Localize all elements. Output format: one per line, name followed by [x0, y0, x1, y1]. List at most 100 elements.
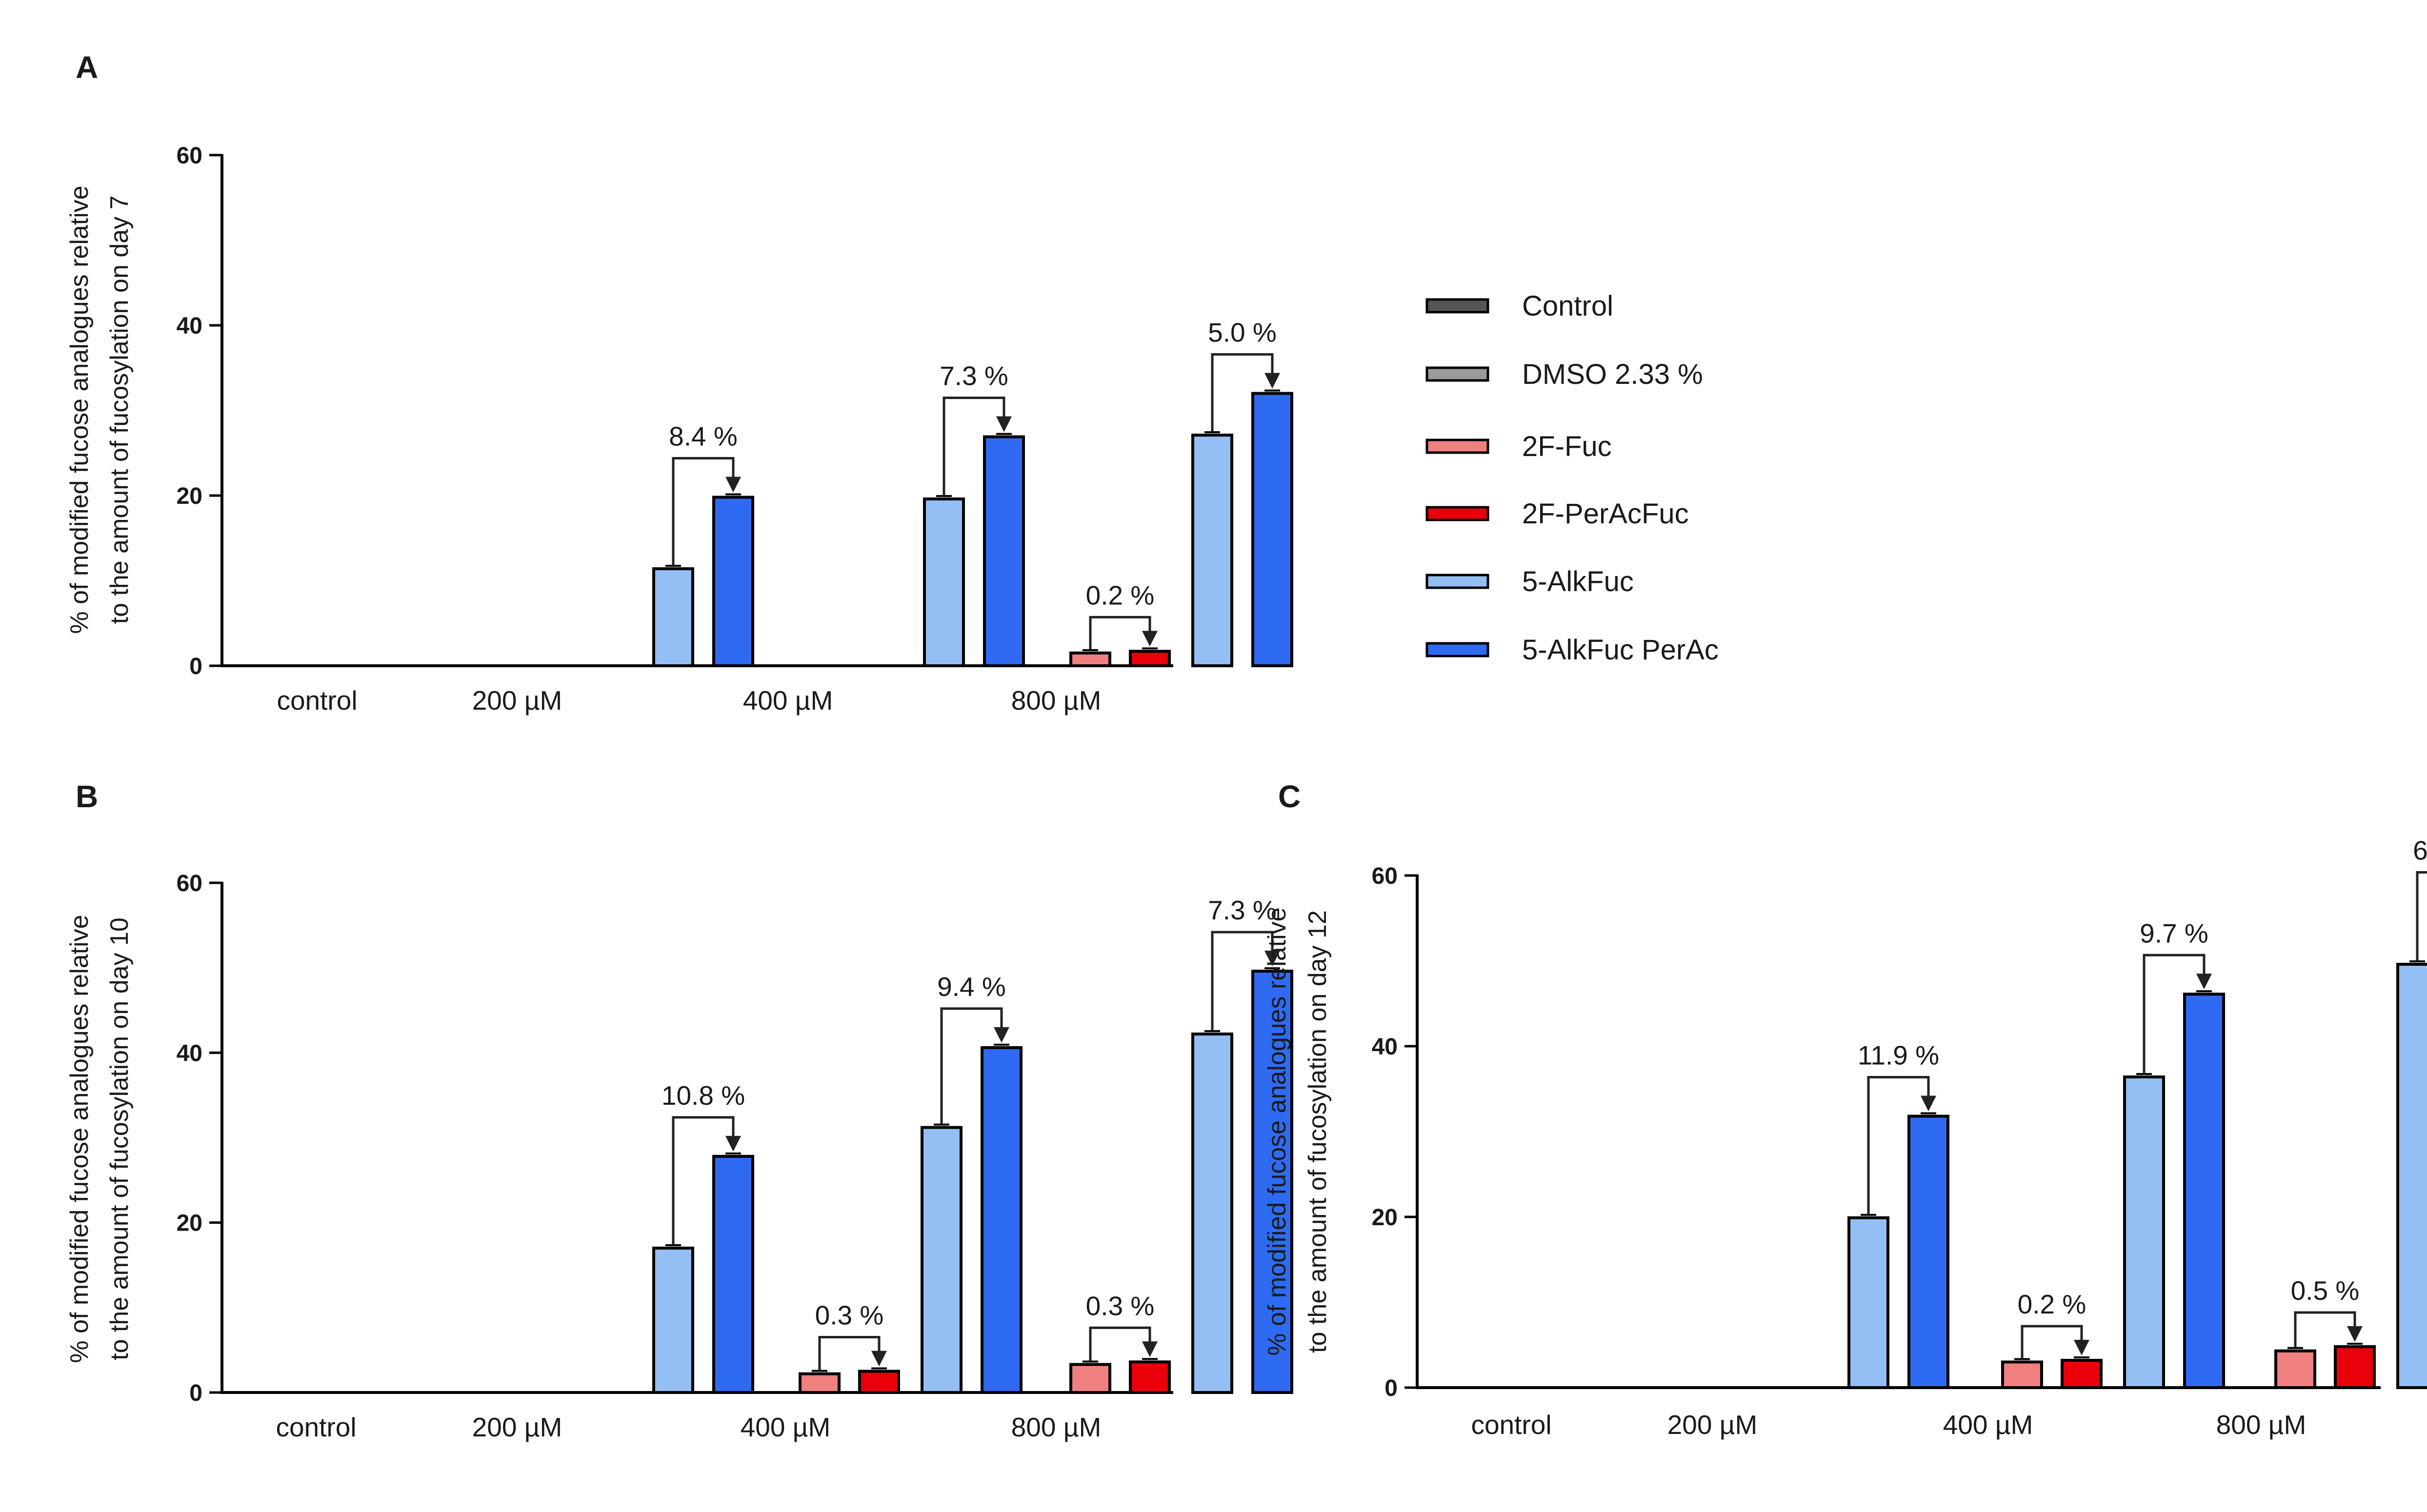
panel-c-bar-2f-fuc-400-um	[2001, 1360, 2043, 1389]
panel-a-annotation-200-um-alkfuc-bracket	[672, 457, 735, 565]
panel-c-annotation-400-um-alkfuc-bracket	[2143, 954, 2206, 1073]
panel-c-letter: C	[1278, 779, 1301, 814]
panel-b-bar-2f-fuc-400-um	[799, 1372, 841, 1394]
panel-a-annotation-800-um-alkfuc-label: 5.0 %	[1208, 318, 1277, 348]
panel-b-bar-2f-fuc-800-um	[1069, 1363, 1111, 1394]
panel-a-annotation-200-um-alkfuc-arrowhead	[725, 477, 741, 493]
panel-b-x-tick-label-200-um: 200 µM	[472, 1412, 562, 1442]
panel-b-annotation-200-um-alkfuc-arrowhead	[725, 1135, 741, 1152]
panel-c-y-tick-label-20: 20	[1372, 1205, 1398, 1231]
panel-b-annotation-800-um-alkfuc-label: 7.3 %	[1208, 895, 1277, 925]
panel-c-annotation-800-um-2f-bracket	[2294, 1311, 2356, 1347]
panel-a-bar-5-alkfuc-800-um	[1191, 434, 1233, 667]
panel-a-annotation-400-um-alkfuc-label: 7.3 %	[940, 361, 1008, 391]
panel-b-annotation-800-um-2f-arrowhead	[1142, 1341, 1158, 1357]
panel-b: B 0 20 40 60 % of modified fucose analogues …	[65, 779, 1293, 1442]
legend-label-dmso-2-33: DMSO 2.33 %	[1522, 358, 1703, 390]
panel-a-x-tick-label-800-um: 800 µM	[1011, 685, 1102, 716]
panel-a-y-axis-label-line1: % of modified fucose analogues relative	[65, 185, 94, 634]
legend-swatch-2f-fuc	[1425, 438, 1489, 454]
panel-b-annotation-800-um-alkfuc-arrowhead	[1264, 951, 1280, 967]
panel-c-annotation-800-um-alkfuc-label: 6.2 %	[2413, 836, 2427, 866]
panel-c-annotation-800-um-2f-label: 0.5 %	[2291, 1275, 2360, 1306]
panel-a-bar-5-alkfuc-perac-400-um	[983, 435, 1025, 667]
panel-b-bar-2f-peracfuc-400-um	[858, 1370, 900, 1394]
panel-a-bar-5-alkfuc-400-um	[923, 497, 965, 667]
panel-b-y-axis-label-line1: % of modified fucose analogues relative	[65, 915, 94, 1363]
panel-c-x-tick-label-400-um: 400 µM	[1943, 1410, 2033, 1440]
panel-c-y-tick-label-60: 60	[1372, 863, 1398, 889]
panel-a-annotation-800-um-2f-bracket	[1089, 616, 1151, 649]
panel-b-annotation-400-um-alkfuc-bracket	[940, 1007, 1003, 1124]
panel-b-x-tick-label-800-um: 800 µM	[1011, 1412, 1102, 1442]
panel-a-y-tick-label-40: 40	[177, 313, 202, 339]
panel-c-bar-5-alkfuc-400-um	[2123, 1075, 2165, 1389]
panel-b-bar-5-alkfuc-perac-200-um	[712, 1154, 754, 1394]
panel-c-annotation-800-um-2f-arrowhead	[2347, 1326, 2363, 1342]
panel-c-bar-2f-peracfuc-800-um	[2334, 1345, 2376, 1389]
panel-b-x-tick-label-400-um: 400 µM	[741, 1412, 831, 1442]
legend-swatch-control	[1425, 298, 1489, 314]
panel-c-x-tick-label-200-um: 200 µM	[1667, 1410, 1758, 1440]
panel-b-annotation-200-um-alkfuc-label: 10.8 %	[662, 1080, 745, 1111]
legend-label-2f-fuc: 2F-Fuc	[1522, 431, 1612, 462]
panel-b-y-tick-label-40: 40	[177, 1040, 202, 1066]
panel-b-letter: B	[76, 779, 98, 814]
panel-a-bar-2f-peracfuc-800-um	[1129, 650, 1171, 667]
panel-c: C 0 20 40 60 % of modified fucose analogues …	[1263, 779, 2427, 1440]
panel-b-bar-5-alkfuc-400-um	[921, 1126, 963, 1394]
panel-c-bar-2f-fuc-800-um	[2274, 1349, 2316, 1389]
panel-b-bar-5-alkfuc-800-um	[1191, 1033, 1233, 1394]
panel-b-annotation-400-um-alkfuc-label: 9.4 %	[937, 972, 1006, 1002]
panel-b-annotation-800-um-alkfuc-bracket	[1211, 931, 1274, 1031]
panel-a-x-tick-label-400-um: 400 µM	[743, 685, 833, 716]
panel-b-annotation-400-um-2f-label: 0.3 %	[815, 1300, 884, 1330]
legend-swatch-5-alkfuc	[1425, 574, 1489, 589]
panel-b-y-tick-label-60: 60	[177, 871, 202, 896]
panel-c-x-tick-label-800-um: 800 µM	[2216, 1410, 2307, 1440]
panel-a-letter: A	[76, 50, 98, 85]
panel-b-annotation-200-um-alkfuc-bracket	[672, 1116, 735, 1244]
panel-a-bar-5-alkfuc-perac-800-um	[1251, 392, 1293, 667]
legend-label-5-alkfuc: 5-AlkFuc	[1522, 566, 1634, 597]
panel-a-y-tick-label-0: 0	[189, 654, 202, 679]
panel-a-annotation-800-um-2f-arrowhead	[1142, 631, 1158, 647]
panel-a-bar-5-alkfuc-200-um	[652, 567, 694, 667]
panel-c-x-tick-label-control: control	[1471, 1410, 1551, 1440]
panel-a-y-tick-label-60: 60	[177, 143, 202, 169]
panel-b-annotation-400-um-2f-bracket	[818, 1335, 881, 1370]
panel-b-bar-5-alkfuc-200-um	[652, 1246, 694, 1394]
legend-swatch-dmso-2-33	[1425, 366, 1489, 382]
panel-b-x-tick-label-control: control	[276, 1412, 356, 1442]
panel-c-annotation-200-um-alkfuc-arrowhead	[1921, 1095, 1936, 1112]
panel-a-annotation-400-um-alkfuc-bracket	[943, 397, 1005, 495]
legend-swatch-2f-peracfuc	[1425, 506, 1489, 521]
panel-b-bar-5-alkfuc-perac-400-um	[981, 1046, 1023, 1394]
panel-c-annotation-400-um-alkfuc-label: 9.7 %	[2140, 918, 2208, 948]
panel-a-y-axis-label-line2: to the amount of fucosylation on day 7	[105, 196, 134, 624]
panel-a: A 0 20 40 60 % of modified fucose analogues …	[65, 50, 1293, 716]
panel-c-bar-5-alkfuc-perac-200-um	[1907, 1114, 1949, 1389]
panel-b-bar-5-alkfuc-perac-800-um	[1251, 970, 1293, 1394]
panel-c-annotation-400-um-2f-bracket	[2021, 1325, 2083, 1358]
panel-c-annotation-400-um-alkfuc-arrowhead	[2196, 974, 2212, 990]
panel-a-bar-2f-fuc-800-um	[1069, 651, 1111, 667]
panel-c-annotation-800-um-alkfuc-bracket	[2416, 871, 2427, 960]
panel-a-y-tick-label-20: 20	[177, 483, 202, 509]
panel-b-annotation-800-um-2f-label: 0.3 %	[1086, 1291, 1155, 1321]
panel-b-annotation-400-um-2f-arrowhead	[871, 1351, 887, 1367]
panel-c-y-axis-label-line1: % of modified fucose analogues relative	[1263, 907, 1291, 1355]
legend-label-2f-peracfuc: 2F-PerAcFuc	[1522, 498, 1689, 530]
panel-b-bar-2f-peracfuc-800-um	[1129, 1360, 1171, 1394]
panel-b-y-tick-label-0: 0	[189, 1380, 202, 1406]
panel-a-x-tick-label-control: control	[277, 685, 357, 716]
legend-label-control: Control	[1522, 290, 1613, 322]
panel-b-annotation-400-um-alkfuc-arrowhead	[994, 1027, 1009, 1043]
panel-c-annotation-400-um-2f-arrowhead	[2074, 1340, 2089, 1355]
panel-c-annotation-400-um-2f-label: 0.2 %	[2018, 1289, 2086, 1319]
panel-c-bar-5-alkfuc-800-um	[2396, 963, 2427, 1389]
panel-c-y-axis-label-line2: to the amount of fucosylation on day 12	[1304, 910, 1332, 1353]
panel-c-bar-5-alkfuc-perac-400-um	[2183, 993, 2225, 1389]
legend: Control DMSO 2.33 % 2F-Fuc 2F-PerAcFuc 5-Alk…	[1425, 290, 1719, 666]
